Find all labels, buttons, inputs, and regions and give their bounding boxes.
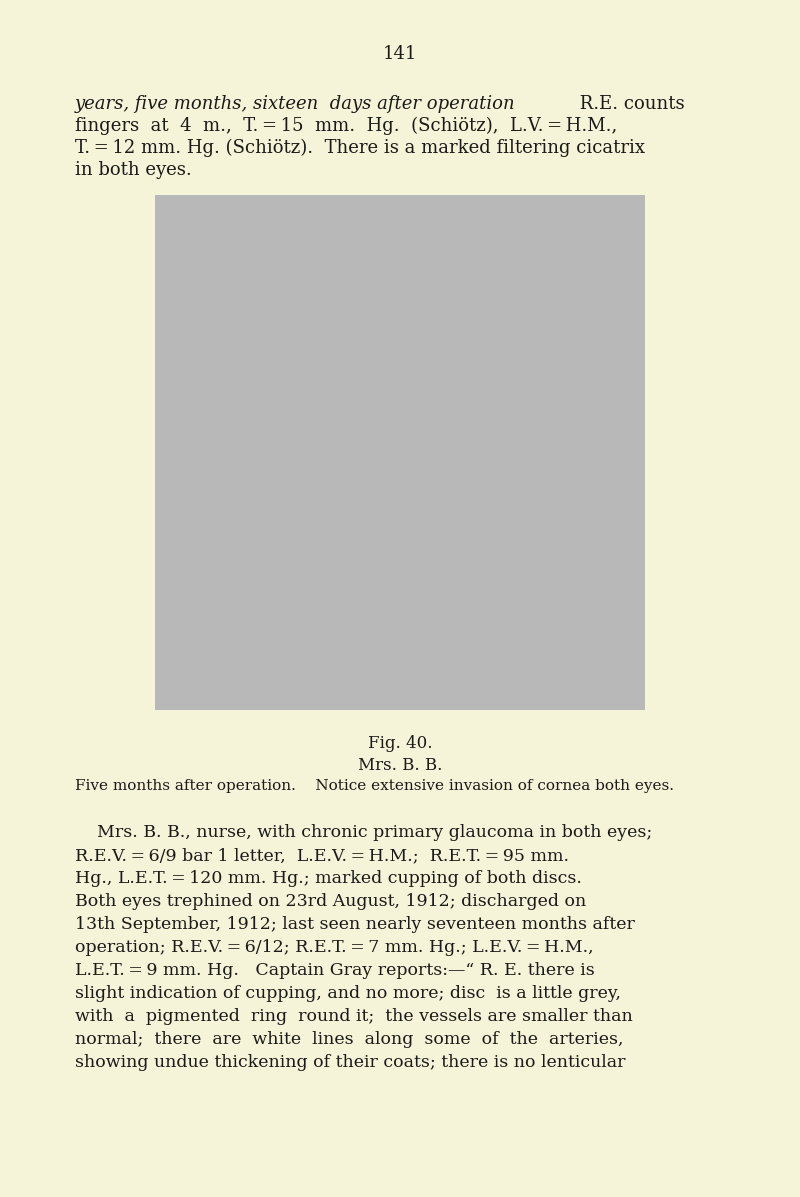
- Text: in both eyes.: in both eyes.: [75, 162, 192, 180]
- Text: Both eyes trephined on 23rd August, 1912; discharged on: Both eyes trephined on 23rd August, 1912…: [75, 893, 586, 910]
- Text: operation; R.E.V. = 6/12; R.E.T. = 7 mm. Hg.; L.E.V. = H.M.,: operation; R.E.V. = 6/12; R.E.T. = 7 mm.…: [75, 938, 594, 956]
- Text: R.E. counts: R.E. counts: [574, 95, 685, 113]
- Text: 141: 141: [383, 45, 417, 63]
- Text: with  a  pigmented  ring  round it;  the vessels are smaller than: with a pigmented ring round it; the vess…: [75, 1008, 633, 1025]
- Text: 13th September, 1912; last seen nearly seventeen months after: 13th September, 1912; last seen nearly s…: [75, 916, 635, 932]
- Text: Five months after operation.    Notice extensive invasion of cornea both eyes.: Five months after operation. Notice exte…: [75, 779, 674, 792]
- Text: Hg., L.E.T. = 120 mm. Hg.; marked cupping of both discs.: Hg., L.E.T. = 120 mm. Hg.; marked cuppin…: [75, 870, 582, 887]
- Text: Mrs. B. B., nurse, with chronic primary glaucoma in both eyes;: Mrs. B. B., nurse, with chronic primary …: [75, 824, 652, 841]
- Text: showing undue thickening of their coats; there is no lenticular: showing undue thickening of their coats;…: [75, 1055, 626, 1071]
- Text: Mrs. B. B.: Mrs. B. B.: [358, 757, 442, 774]
- Text: Fig. 40.: Fig. 40.: [368, 735, 432, 752]
- Text: L.E.T. = 9 mm. Hg.   Captain Gray reports:—“ R. E. there is: L.E.T. = 9 mm. Hg. Captain Gray reports:…: [75, 962, 594, 979]
- Text: normal;  there  are  white  lines  along  some  of  the  arteries,: normal; there are white lines along some…: [75, 1031, 623, 1049]
- Text: slight indication of cupping, and no more; disc  is a little grey,: slight indication of cupping, and no mor…: [75, 985, 621, 1002]
- Text: T. = 12 mm. Hg. (Schiötz).  There is a marked filtering cicatrix: T. = 12 mm. Hg. (Schiötz). There is a ma…: [75, 139, 645, 157]
- Text: years, five months, sixteen  days after operation: years, five months, sixteen days after o…: [75, 95, 516, 113]
- Text: fingers  at  4  m.,  T. = 15  mm.  Hg.  (Schiötz),  L.V. = H.M.,: fingers at 4 m., T. = 15 mm. Hg. (Schiöt…: [75, 117, 618, 135]
- Text: R.E.V. = 6/9 bar 1 letter,  L.E.V. = H.M.;  R.E.T. = 95 mm.: R.E.V. = 6/9 bar 1 letter, L.E.V. = H.M.…: [75, 847, 569, 864]
